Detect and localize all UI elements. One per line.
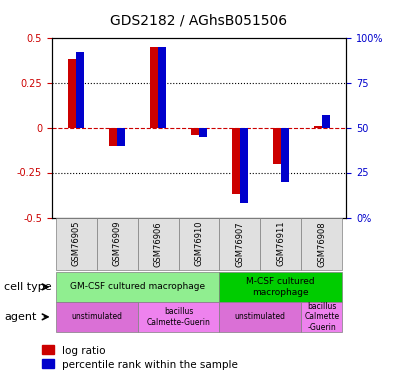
Bar — [150, 46, 166, 128]
Bar — [76, 52, 84, 128]
Text: percentile rank within the sample: percentile rank within the sample — [62, 360, 238, 369]
Text: GSM76906: GSM76906 — [154, 221, 163, 267]
Text: agent: agent — [4, 312, 36, 322]
Text: GSM76907: GSM76907 — [235, 221, 244, 267]
FancyBboxPatch shape — [138, 302, 219, 332]
Bar — [281, 128, 289, 182]
FancyBboxPatch shape — [138, 217, 179, 270]
Text: bacillus
Calmette-Guerin: bacillus Calmette-Guerin — [146, 307, 211, 327]
Text: GSM76908: GSM76908 — [317, 221, 326, 267]
Text: log ratio: log ratio — [62, 346, 105, 355]
Text: bacillus
Calmette
-Guerin: bacillus Calmette -Guerin — [304, 302, 339, 332]
FancyBboxPatch shape — [56, 217, 97, 270]
FancyBboxPatch shape — [179, 217, 219, 270]
FancyBboxPatch shape — [97, 217, 138, 270]
Bar — [68, 59, 84, 128]
Bar — [109, 128, 125, 146]
Bar — [273, 128, 289, 164]
FancyBboxPatch shape — [56, 272, 219, 302]
Bar — [240, 128, 248, 203]
Text: GSM76910: GSM76910 — [195, 221, 203, 267]
Text: GSM76905: GSM76905 — [72, 221, 81, 267]
FancyBboxPatch shape — [219, 302, 301, 332]
FancyBboxPatch shape — [56, 302, 138, 332]
FancyBboxPatch shape — [260, 217, 301, 270]
Text: GSM76911: GSM76911 — [276, 221, 285, 267]
Bar — [191, 128, 207, 135]
Text: GM-CSF cultured macrophage: GM-CSF cultured macrophage — [70, 282, 205, 291]
Text: cell type: cell type — [4, 282, 52, 292]
Bar — [232, 128, 248, 194]
Text: M-CSF cultured
macrophage: M-CSF cultured macrophage — [246, 277, 315, 297]
FancyBboxPatch shape — [301, 217, 342, 270]
Bar — [158, 46, 166, 128]
Text: GDS2182 / AGhsB051506: GDS2182 / AGhsB051506 — [110, 13, 288, 27]
Bar — [314, 126, 330, 128]
FancyBboxPatch shape — [219, 272, 342, 302]
Bar — [322, 115, 330, 128]
FancyBboxPatch shape — [301, 302, 342, 332]
Text: unstimulated: unstimulated — [235, 312, 286, 321]
Text: unstimulated: unstimulated — [71, 312, 122, 321]
Text: GSM76909: GSM76909 — [113, 221, 122, 267]
Bar — [117, 128, 125, 146]
FancyBboxPatch shape — [219, 217, 260, 270]
Bar — [199, 128, 207, 136]
